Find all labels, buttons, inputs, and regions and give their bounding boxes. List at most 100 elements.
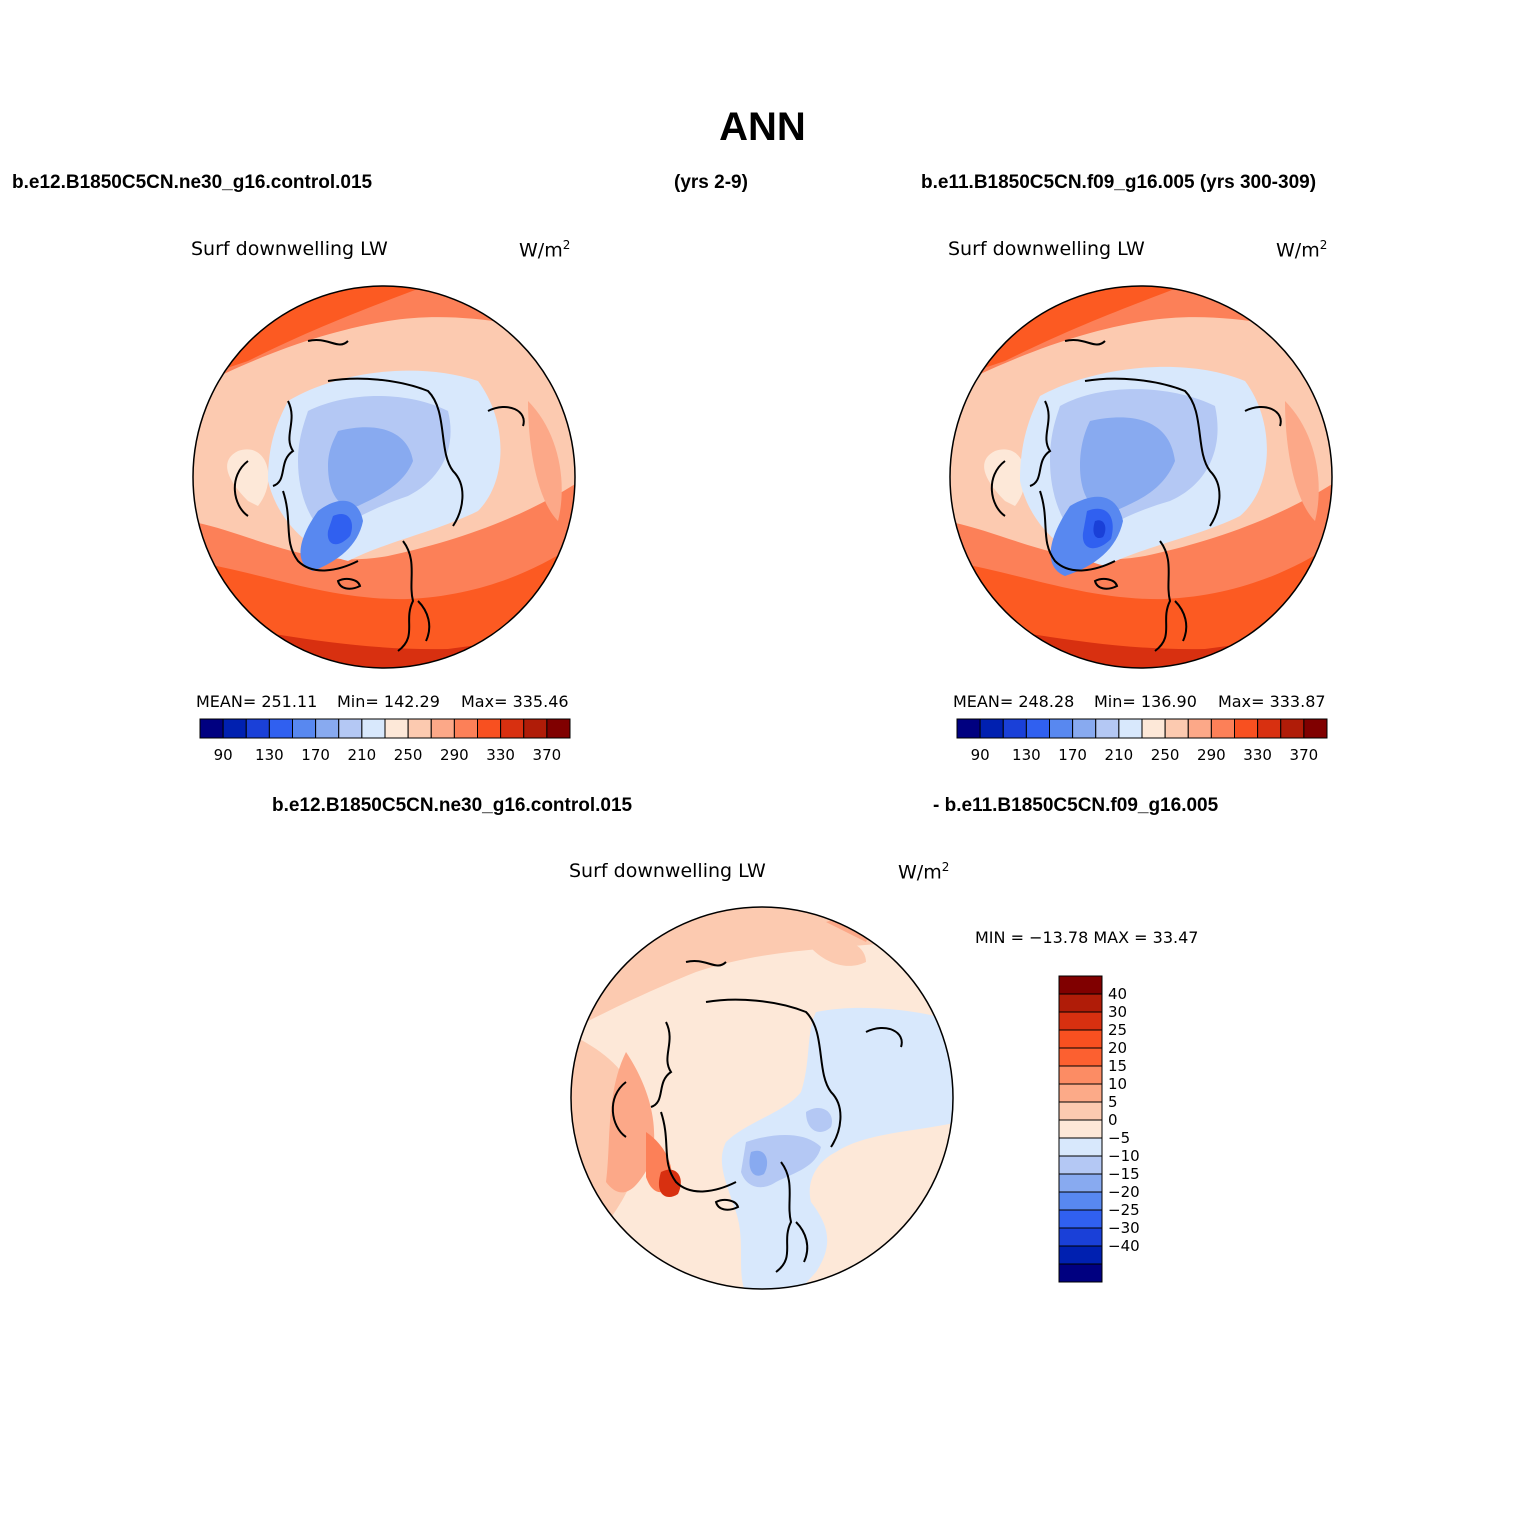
colorbar-swatch — [1058, 1155, 1103, 1175]
colorbar-swatch — [1141, 718, 1166, 739]
diff-polar-map — [570, 906, 954, 1290]
colorbar-tick-label: 0 — [1108, 1111, 1118, 1129]
main-title: ANN — [719, 105, 806, 149]
colorbar-tick-label: 290 — [1197, 746, 1226, 764]
colorbar-swatch — [1058, 1173, 1103, 1193]
colorbar-swatch — [523, 718, 548, 739]
panel1-max: Max= 335.46 — [461, 692, 569, 711]
panel2-min: Min= 136.90 — [1094, 692, 1197, 711]
colorbar-tick-label: 130 — [1012, 746, 1041, 764]
colorbar-swatch — [338, 718, 363, 739]
colorbar-swatch — [1072, 718, 1097, 739]
colorbar-tick-label: 370 — [1290, 746, 1319, 764]
colorbar-tick-label: 250 — [394, 746, 423, 764]
diff-label-right: - b.e11.B1850C5CN.f09_g16.005 — [933, 795, 1219, 816]
colorbar-swatch — [1058, 1101, 1103, 1121]
panel2-max: Max= 333.87 — [1218, 692, 1326, 711]
colorbar-swatch — [1058, 1245, 1103, 1265]
colorbar-swatch — [1058, 975, 1103, 995]
colorbar-tick-label: −20 — [1108, 1183, 1140, 1201]
colorbar-tick-label: 370 — [533, 746, 562, 764]
colorbar-tick-label: −40 — [1108, 1237, 1140, 1255]
colorbar-swatch — [1058, 1119, 1103, 1139]
colorbar-tick-label: 90 — [214, 746, 233, 764]
colorbar-swatch — [1118, 718, 1143, 739]
colorbar-swatch — [1058, 1191, 1103, 1211]
panel1-min: Min= 142.29 — [337, 692, 440, 711]
colorbar-tick-label: 20 — [1108, 1039, 1127, 1057]
colorbar-tick-label: 210 — [348, 746, 377, 764]
colorbar-swatch — [1164, 718, 1189, 739]
colorbar-swatch — [546, 718, 571, 739]
colorbar-swatch — [1058, 1011, 1103, 1031]
colorbar-swatch — [199, 718, 224, 739]
colorbar-swatch — [268, 718, 293, 739]
colorbar-swatch — [1095, 718, 1120, 739]
case-label-right: b.e11.B1850C5CN.f09_g16.005 (yrs 300-309… — [921, 172, 1317, 193]
panel2-variable-label: Surf downwelling LW — [948, 238, 1145, 260]
colorbar-swatch — [1210, 718, 1235, 739]
colorbar-tick-label: 40 — [1108, 985, 1127, 1003]
colorbar-tick-label: 250 — [1151, 746, 1180, 764]
colorbar-swatch — [477, 718, 502, 739]
colorbar-swatch — [315, 718, 340, 739]
panel2-units-label: W/m2 — [1276, 238, 1328, 262]
panel1-mean: MEAN= 251.11 — [196, 692, 318, 711]
colorbar-swatch — [1280, 718, 1305, 739]
colorbar-tick-label: 10 — [1108, 1075, 1127, 1093]
colorbar-tick-label: 330 — [1243, 746, 1272, 764]
colorbar-swatch — [500, 718, 525, 739]
diff-minmax: MIN = −13.78 MAX = 33.47 — [975, 928, 1199, 947]
colorbar-swatch — [1049, 718, 1074, 739]
colorbar-swatch — [1187, 718, 1212, 739]
panel2-polar-map — [949, 285, 1333, 669]
colorbar-tick-label: 5 — [1108, 1093, 1118, 1111]
colorbar-swatch — [1058, 1029, 1103, 1049]
panel1-polar-map — [192, 285, 576, 669]
colorbar-tick-label: 130 — [255, 746, 284, 764]
colorbar-swatch — [292, 718, 317, 739]
colorbar-tick-label: −30 — [1108, 1219, 1140, 1237]
colorbar-swatch — [1234, 718, 1259, 739]
colorbar-tick-label: 330 — [486, 746, 515, 764]
colorbar-tick-label: −10 — [1108, 1147, 1140, 1165]
colorbar-swatch — [222, 718, 247, 739]
colorbar-tick-label: 25 — [1108, 1021, 1127, 1039]
panel2-mean: MEAN= 248.28 — [953, 692, 1075, 711]
panel1-colorbar: 90 130 170 210 250 290 330 370 — [199, 718, 571, 764]
colorbar-tick-label: 210 — [1105, 746, 1134, 764]
diff-units-label: W/m2 — [898, 860, 950, 884]
colorbar-swatch — [1257, 718, 1282, 739]
colorbar-swatch — [1058, 1263, 1103, 1283]
colorbar-swatch — [407, 718, 432, 739]
diff-label-left: b.e12.B1850C5CN.ne30_g16.control.015 — [272, 795, 633, 816]
colorbar-tick-label: 290 — [440, 746, 469, 764]
colorbar-tick-label: −25 — [1108, 1201, 1140, 1219]
colorbar-swatch — [1058, 1047, 1103, 1067]
colorbar-swatch — [956, 718, 981, 739]
colorbar-swatch — [1058, 1209, 1103, 1229]
colorbar-swatch — [245, 718, 270, 739]
colorbar-tick-label: −15 — [1108, 1165, 1140, 1183]
colorbar-swatch — [384, 718, 409, 739]
case-label-left: b.e12.B1850C5CN.ne30_g16.control.015 — [12, 172, 373, 193]
colorbar-swatch — [453, 718, 478, 739]
colorbar-tick-label: 170 — [301, 746, 330, 764]
colorbar-swatch — [1058, 1227, 1103, 1247]
panel1-variable-label: Surf downwelling LW — [191, 238, 388, 260]
colorbar-swatch — [1058, 993, 1103, 1013]
colorbar-swatch — [430, 718, 455, 739]
colorbar-tick-label: 170 — [1058, 746, 1087, 764]
diff-variable-label: Surf downwelling LW — [569, 860, 766, 882]
colorbar-swatch — [361, 718, 386, 739]
colorbar-swatch — [1303, 718, 1328, 739]
colorbar-swatch — [1002, 718, 1027, 739]
colorbar-swatch — [1025, 718, 1050, 739]
colorbar-swatch — [1058, 1065, 1103, 1085]
colorbar-tick-label: −5 — [1108, 1129, 1130, 1147]
panel2-colorbar: 90 130 170 210 250 290 330 370 — [956, 718, 1328, 764]
colorbar-tick-label: 30 — [1108, 1003, 1127, 1021]
colorbar-swatch — [1058, 1083, 1103, 1103]
years-label-left: (yrs 2-9) — [674, 172, 748, 193]
